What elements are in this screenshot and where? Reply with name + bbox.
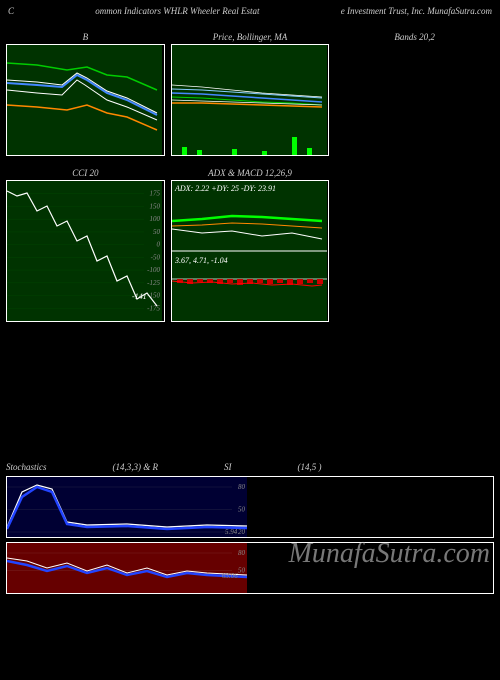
svg-text:175: 175	[150, 190, 161, 198]
svg-text:-141: -141	[132, 292, 147, 301]
rsi-label: SI	[224, 462, 232, 472]
panel-cci: CCI 20 175150100500-50-100-125-150-175-1…	[6, 166, 165, 322]
spacer	[0, 324, 500, 454]
rsi-params: (14,5 )	[298, 462, 322, 472]
svg-text:63.06: 63.06	[222, 572, 238, 580]
chart-row-2: CCI 20 175150100500-50-100-125-150-175-1…	[0, 164, 500, 324]
stoch-label: Stochastics	[6, 462, 47, 472]
svg-text:ADX: 2.22 +DY: 25 -DY: 23.91: ADX: 2.22 +DY: 25 -DY: 23.91	[174, 184, 276, 193]
stoch-params: (14,3,3) & R	[113, 462, 159, 472]
panel-adx-macd: ADX & MACD 12,26,9 ADX: 2.22 +DY: 25 -DY…	[171, 166, 330, 322]
panel-empty	[335, 166, 494, 322]
chart-box-empty	[335, 44, 494, 154]
svg-text:80: 80	[238, 483, 246, 491]
chart-row-1: B Price, Bollinger, MA Bands 20,2	[0, 28, 500, 158]
panel-rsi: 80 5063.06	[6, 542, 494, 594]
svg-text:20: 20	[238, 528, 246, 536]
page-header: C ommon Indicators WHLR Wheeler Real Est…	[0, 0, 500, 22]
svg-text:50: 50	[238, 567, 246, 575]
svg-text:50: 50	[238, 506, 246, 514]
svg-text:3.67, 4.71, -1.04: 3.67, 4.71, -1.04	[174, 256, 228, 265]
svg-text:0: 0	[157, 241, 161, 249]
panel-title: Price, Bollinger, MA	[171, 30, 330, 44]
panel-title: CCI 20	[6, 166, 165, 180]
row3-titles: Stochastics (14,3,3) & R SI (14,5 )	[0, 460, 500, 474]
panel-stochastics: 80 50 205.94	[6, 476, 494, 538]
panel-title: B	[6, 30, 165, 44]
panel-bollinger-b: B	[6, 30, 165, 156]
panel-title: ADX & MACD 12,26,9	[171, 166, 330, 180]
panel-bands: Bands 20,2	[335, 30, 494, 156]
svg-text:150: 150	[150, 202, 161, 210]
svg-text:-175: -175	[147, 304, 160, 312]
svg-text:50: 50	[153, 228, 161, 236]
svg-text:-125: -125	[147, 279, 160, 287]
svg-text:5.94: 5.94	[225, 528, 238, 536]
chart-box	[171, 44, 330, 156]
chart-row-3: 8050205.94 805063.06	[0, 474, 500, 596]
svg-text:-50: -50	[151, 253, 161, 261]
svg-text:100: 100	[150, 215, 161, 223]
header-right: e Investment Trust, Inc. MunafaSutra.com	[341, 6, 492, 16]
chart-box: 175150100500-50-100-125-150-175-141	[6, 180, 165, 322]
chart-box	[6, 44, 165, 156]
panel-price-ma: Price, Bollinger, MA	[171, 30, 330, 156]
header-center: ommon Indicators WHLR Wheeler Real Estat	[95, 6, 259, 16]
svg-text:-100: -100	[147, 266, 160, 274]
panel-title: Bands 20,2	[335, 30, 494, 44]
chart-box: ADX: 2.22 +DY: 25 -DY: 23.91 3.67, 4.71, …	[171, 180, 330, 322]
header-left: C	[8, 6, 14, 16]
svg-text:80: 80	[238, 549, 246, 557]
